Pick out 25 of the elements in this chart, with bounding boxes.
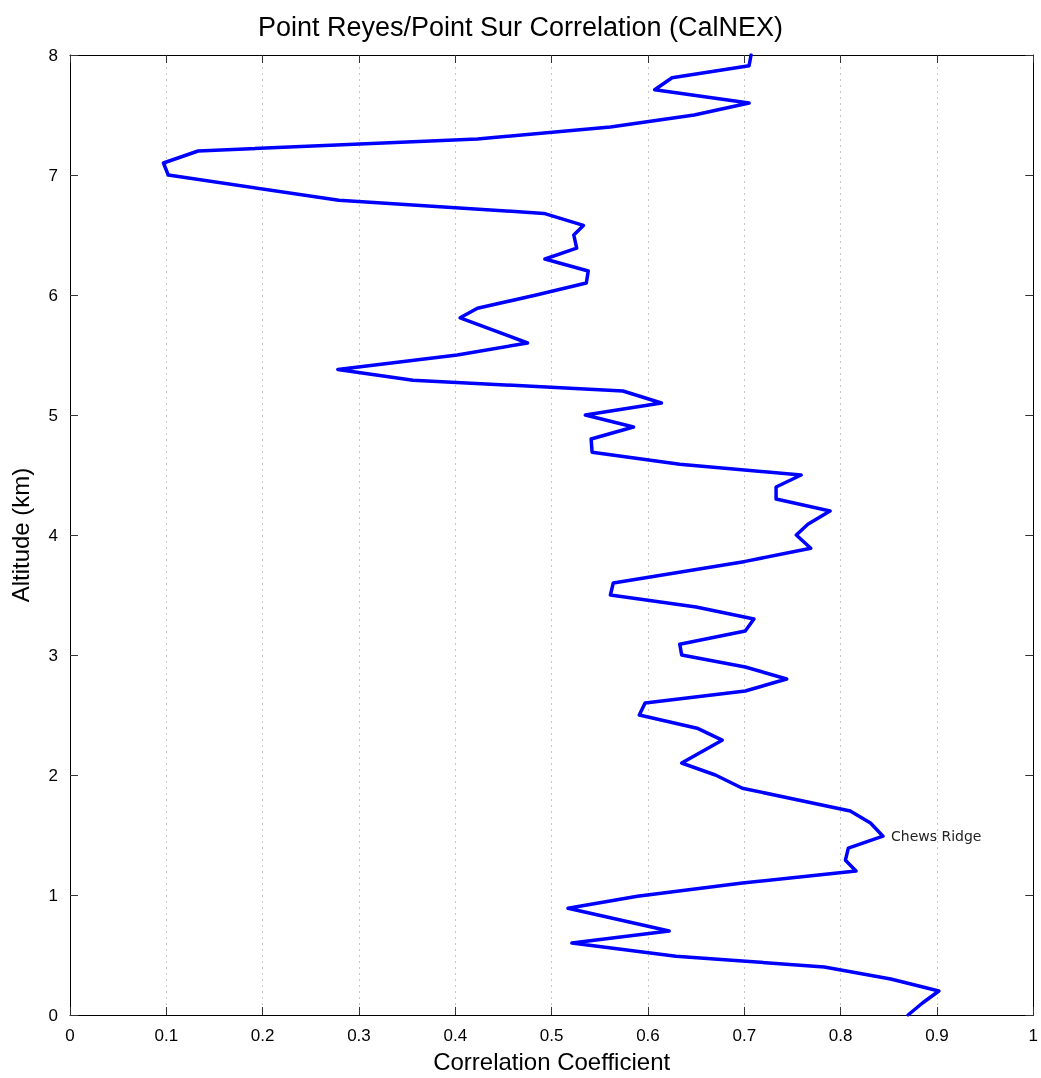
x-tick-label: 0.3 (347, 1026, 371, 1045)
annotation: Chews Ridge (891, 828, 982, 845)
x-tick-label: 0 (65, 1026, 75, 1045)
x-tick-label: 0.1 (154, 1026, 179, 1045)
y-tick-label: 5 (48, 405, 58, 425)
y-tick-label: 4 (48, 525, 58, 545)
y-tick-label: 1 (48, 885, 58, 905)
line-series (161, 53, 941, 1017)
chart-title: Point Reyes/Point Sur Correlation (CalNEX) (257, 11, 784, 42)
x-tick-label: 0.5 (539, 1026, 564, 1045)
y-axis-title: Altitude (km) (6, 467, 34, 603)
x-tick-label: 1 (1028, 1026, 1039, 1045)
x-tick-label: 0.7 (732, 1026, 757, 1045)
y-tick-label: 2 (48, 765, 58, 785)
y-tick-label: 0 (48, 1005, 58, 1025)
x-tick-label: 0.4 (443, 1026, 468, 1045)
y-tick-label: 7 (48, 165, 58, 185)
x-tick-label: 0.8 (828, 1026, 853, 1045)
x-tick-label: 0.6 (636, 1026, 660, 1045)
x-tick-label: 0.2 (250, 1026, 275, 1045)
y-tick-label: 8 (48, 45, 58, 65)
y-tick-label: 3 (48, 645, 58, 665)
x-axis-title: Correlation Coefficient (433, 1047, 671, 1075)
y-tick-label: 6 (48, 285, 58, 305)
x-tick-label: 0.9 (925, 1026, 949, 1045)
